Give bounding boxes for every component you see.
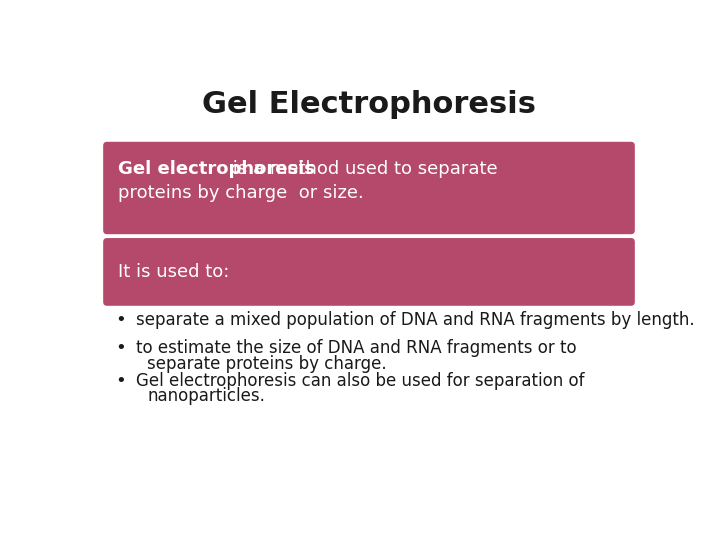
Text: Gel electrophoresis can also be used for separation of: Gel electrophoresis can also be used for… [137, 372, 585, 389]
Text: It is used to:: It is used to: [118, 263, 229, 281]
Text: nanoparticles.: nanoparticles. [148, 387, 265, 405]
Text: Gel electrophoresis: Gel electrophoresis [118, 160, 315, 178]
Text: proteins by charge  or size.: proteins by charge or size. [118, 184, 364, 202]
Text: separate proteins by charge.: separate proteins by charge. [148, 355, 387, 373]
Text: •: • [116, 372, 127, 389]
Text: separate a mixed population of DNA and RNA fragments by length.: separate a mixed population of DNA and R… [137, 312, 695, 329]
Text: •: • [116, 339, 127, 357]
FancyBboxPatch shape [103, 142, 635, 234]
Text: to estimate the size of DNA and RNA fragments or to: to estimate the size of DNA and RNA frag… [137, 339, 577, 357]
FancyBboxPatch shape [103, 238, 635, 306]
Text: is a method used to separate: is a method used to separate [227, 160, 498, 178]
Text: •: • [116, 312, 127, 329]
Text: Gel Electrophoresis: Gel Electrophoresis [202, 90, 536, 119]
